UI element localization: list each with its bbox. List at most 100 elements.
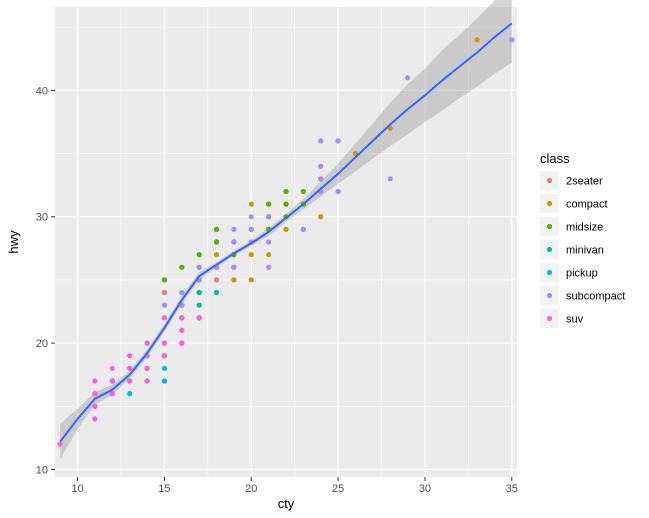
point-suv bbox=[196, 315, 202, 321]
point-subcompact bbox=[300, 226, 306, 232]
point-midsize bbox=[283, 188, 289, 195]
x-tick-label: 15 bbox=[158, 483, 170, 495]
point-compact bbox=[318, 214, 324, 220]
legend-label-minivan: minivan bbox=[566, 245, 604, 257]
point-pickup bbox=[127, 391, 133, 397]
point-suv bbox=[179, 327, 185, 333]
legend-dot-pickup bbox=[546, 269, 553, 276]
point-midsize bbox=[179, 264, 185, 270]
point-suv bbox=[92, 378, 98, 384]
point-minivan bbox=[213, 289, 220, 296]
point-compact bbox=[213, 252, 220, 258]
point-compact bbox=[474, 37, 480, 43]
point-subcompact bbox=[179, 289, 185, 296]
point-subcompact bbox=[161, 302, 167, 308]
point-compact bbox=[248, 277, 254, 283]
legend-label-suv: suv bbox=[566, 314, 584, 326]
point-suv bbox=[144, 378, 150, 384]
point-midsize bbox=[213, 226, 220, 232]
smooth-line bbox=[59, 22, 513, 443]
legend-dot-subcompact bbox=[546, 292, 553, 299]
point-suv bbox=[161, 353, 167, 359]
legend-label-2seater: 2seater bbox=[566, 176, 603, 188]
x-tick-label: 30 bbox=[419, 483, 431, 495]
point-subcompact bbox=[231, 239, 237, 245]
confidence-band bbox=[60, 0, 512, 460]
point-subcompact bbox=[405, 75, 411, 81]
x-tick-label: 20 bbox=[245, 483, 257, 495]
x-axis-title: cty bbox=[278, 496, 295, 511]
point-suv bbox=[161, 340, 167, 346]
point-suv bbox=[57, 441, 63, 447]
point-minivan bbox=[196, 302, 202, 308]
point-midsize bbox=[300, 188, 306, 195]
point-midsize bbox=[213, 239, 220, 245]
point-2seater bbox=[213, 277, 220, 283]
y-tick-label: 30 bbox=[36, 212, 48, 224]
legend-items: 2seater compact midsize minivan pickup subcom… bbox=[540, 171, 625, 328]
point-suv bbox=[127, 353, 133, 359]
point-subcompact bbox=[196, 264, 202, 270]
point-subcompact bbox=[387, 176, 393, 182]
legend-label-midsize: midsize bbox=[566, 222, 603, 234]
point-subcompact bbox=[509, 37, 515, 43]
point-suv bbox=[144, 340, 150, 346]
legend-dot-compact bbox=[546, 200, 553, 207]
x-tick-label: 10 bbox=[71, 483, 83, 495]
y-tick-label: 10 bbox=[36, 464, 48, 476]
point-subcompact bbox=[266, 214, 272, 220]
point-subcompact bbox=[318, 138, 324, 144]
point-subcompact bbox=[266, 264, 272, 270]
x-tick-label: 25 bbox=[332, 483, 344, 495]
point-compact bbox=[248, 201, 254, 207]
point-pickup bbox=[161, 378, 167, 384]
point-subcompact bbox=[231, 226, 237, 232]
legend-label-subcompact: subcompact bbox=[566, 291, 625, 303]
point-suv bbox=[144, 365, 150, 371]
point-compact bbox=[266, 252, 272, 258]
panel-background bbox=[55, 7, 517, 477]
point-subcompact bbox=[318, 176, 324, 182]
point-suv bbox=[109, 391, 115, 397]
point-compact bbox=[248, 252, 254, 258]
y-tick-label: 20 bbox=[36, 338, 48, 350]
point-suv bbox=[92, 416, 98, 422]
point-subcompact bbox=[248, 226, 254, 232]
point-minivan bbox=[196, 289, 202, 296]
x-axis-ticks: 10 15 20 25 30 35 bbox=[71, 477, 518, 495]
point-subcompact bbox=[335, 138, 341, 144]
major-gridlines bbox=[55, 7, 517, 477]
point-subcompact bbox=[248, 214, 254, 220]
legend-dot-minivan bbox=[546, 246, 553, 253]
point-2seater bbox=[161, 289, 167, 296]
x-tick-label: 35 bbox=[506, 483, 518, 495]
point-suv bbox=[127, 378, 133, 384]
point-pickup bbox=[161, 365, 167, 371]
point-compact bbox=[283, 226, 289, 232]
smooth-line-path bbox=[59, 22, 513, 443]
point-midsize bbox=[161, 277, 167, 283]
point-suv bbox=[92, 391, 98, 397]
point-midsize bbox=[266, 201, 272, 207]
minor-gridlines bbox=[55, 7, 517, 477]
y-tick-label: 40 bbox=[36, 85, 48, 97]
point-suv bbox=[109, 365, 115, 371]
data-points bbox=[57, 37, 515, 447]
confidence-band-area bbox=[60, 0, 512, 460]
point-subcompact bbox=[335, 188, 341, 195]
point-suv bbox=[161, 315, 167, 321]
point-suv bbox=[127, 365, 133, 371]
y-axis-ticks: 10 20 30 40 bbox=[36, 85, 55, 476]
point-midsize bbox=[283, 201, 289, 207]
point-subcompact bbox=[231, 264, 237, 270]
point-suv bbox=[179, 340, 185, 346]
point-suv bbox=[179, 315, 185, 321]
point-midsize bbox=[196, 252, 202, 258]
y-axis-title: hwy bbox=[6, 230, 21, 254]
point-subcompact bbox=[266, 239, 272, 245]
point-suv bbox=[109, 378, 115, 384]
legend-dot-suv bbox=[546, 315, 553, 322]
legend: class 2seater compact midsize minivan pickup… bbox=[540, 151, 625, 328]
legend-dot-2seater bbox=[546, 177, 553, 184]
